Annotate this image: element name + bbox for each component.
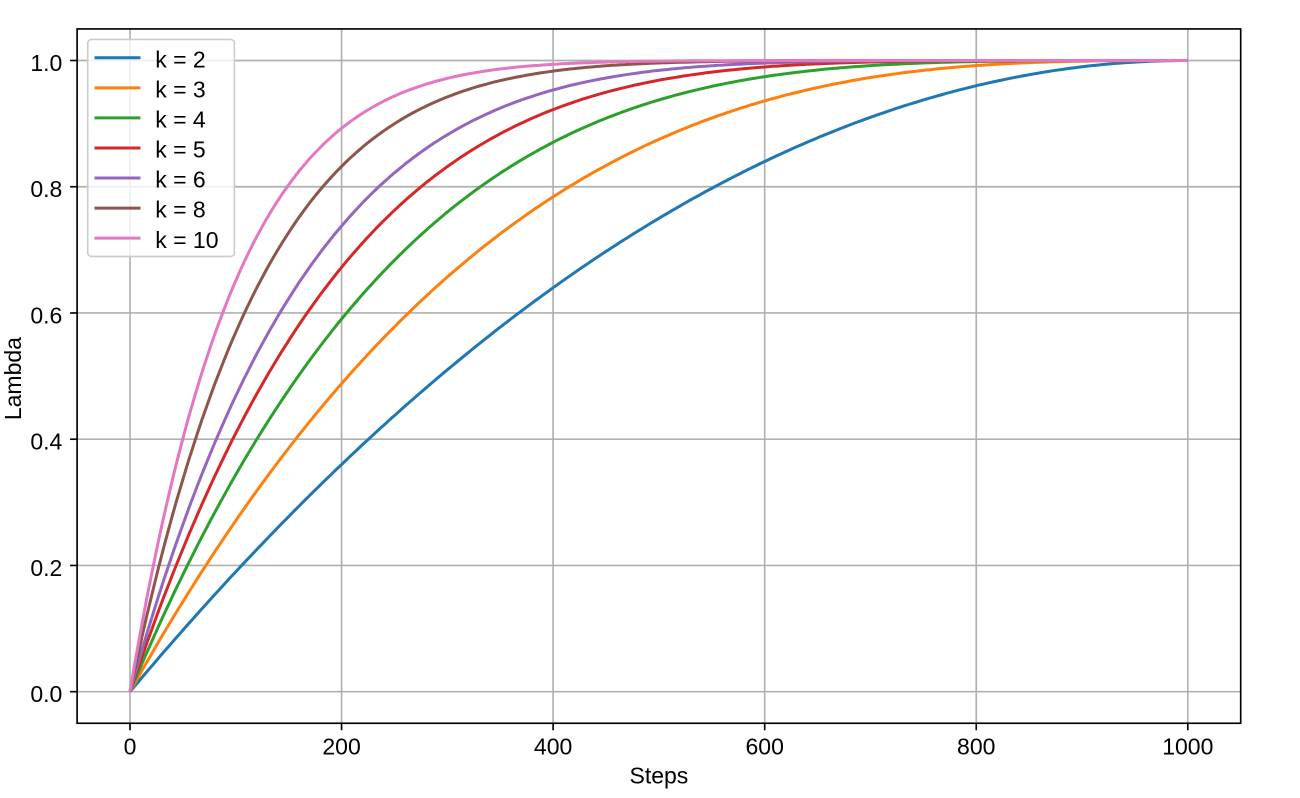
svg-text:k = 4: k = 4 bbox=[155, 106, 206, 132]
svg-text:k = 3: k = 3 bbox=[155, 76, 206, 102]
svg-text:k = 2: k = 2 bbox=[155, 46, 206, 72]
svg-text:0.0: 0.0 bbox=[30, 681, 62, 707]
svg-text:0: 0 bbox=[124, 733, 137, 759]
svg-text:0.8: 0.8 bbox=[30, 176, 62, 202]
svg-text:200: 200 bbox=[322, 733, 360, 759]
svg-text:1.0: 1.0 bbox=[30, 50, 62, 76]
svg-text:k = 8: k = 8 bbox=[155, 197, 206, 223]
svg-text:k = 10: k = 10 bbox=[155, 227, 218, 253]
svg-text:400: 400 bbox=[534, 733, 572, 759]
svg-text:Lambda: Lambda bbox=[0, 337, 26, 420]
svg-text:600: 600 bbox=[745, 733, 783, 759]
svg-text:k = 5: k = 5 bbox=[155, 137, 206, 163]
svg-text:Steps: Steps bbox=[629, 762, 688, 788]
svg-text:1000: 1000 bbox=[1162, 733, 1213, 759]
svg-text:0.4: 0.4 bbox=[30, 429, 62, 455]
svg-text:k = 6: k = 6 bbox=[155, 167, 206, 193]
svg-text:0.6: 0.6 bbox=[30, 302, 62, 328]
svg-text:0.2: 0.2 bbox=[30, 555, 62, 581]
svg-text:800: 800 bbox=[957, 733, 995, 759]
